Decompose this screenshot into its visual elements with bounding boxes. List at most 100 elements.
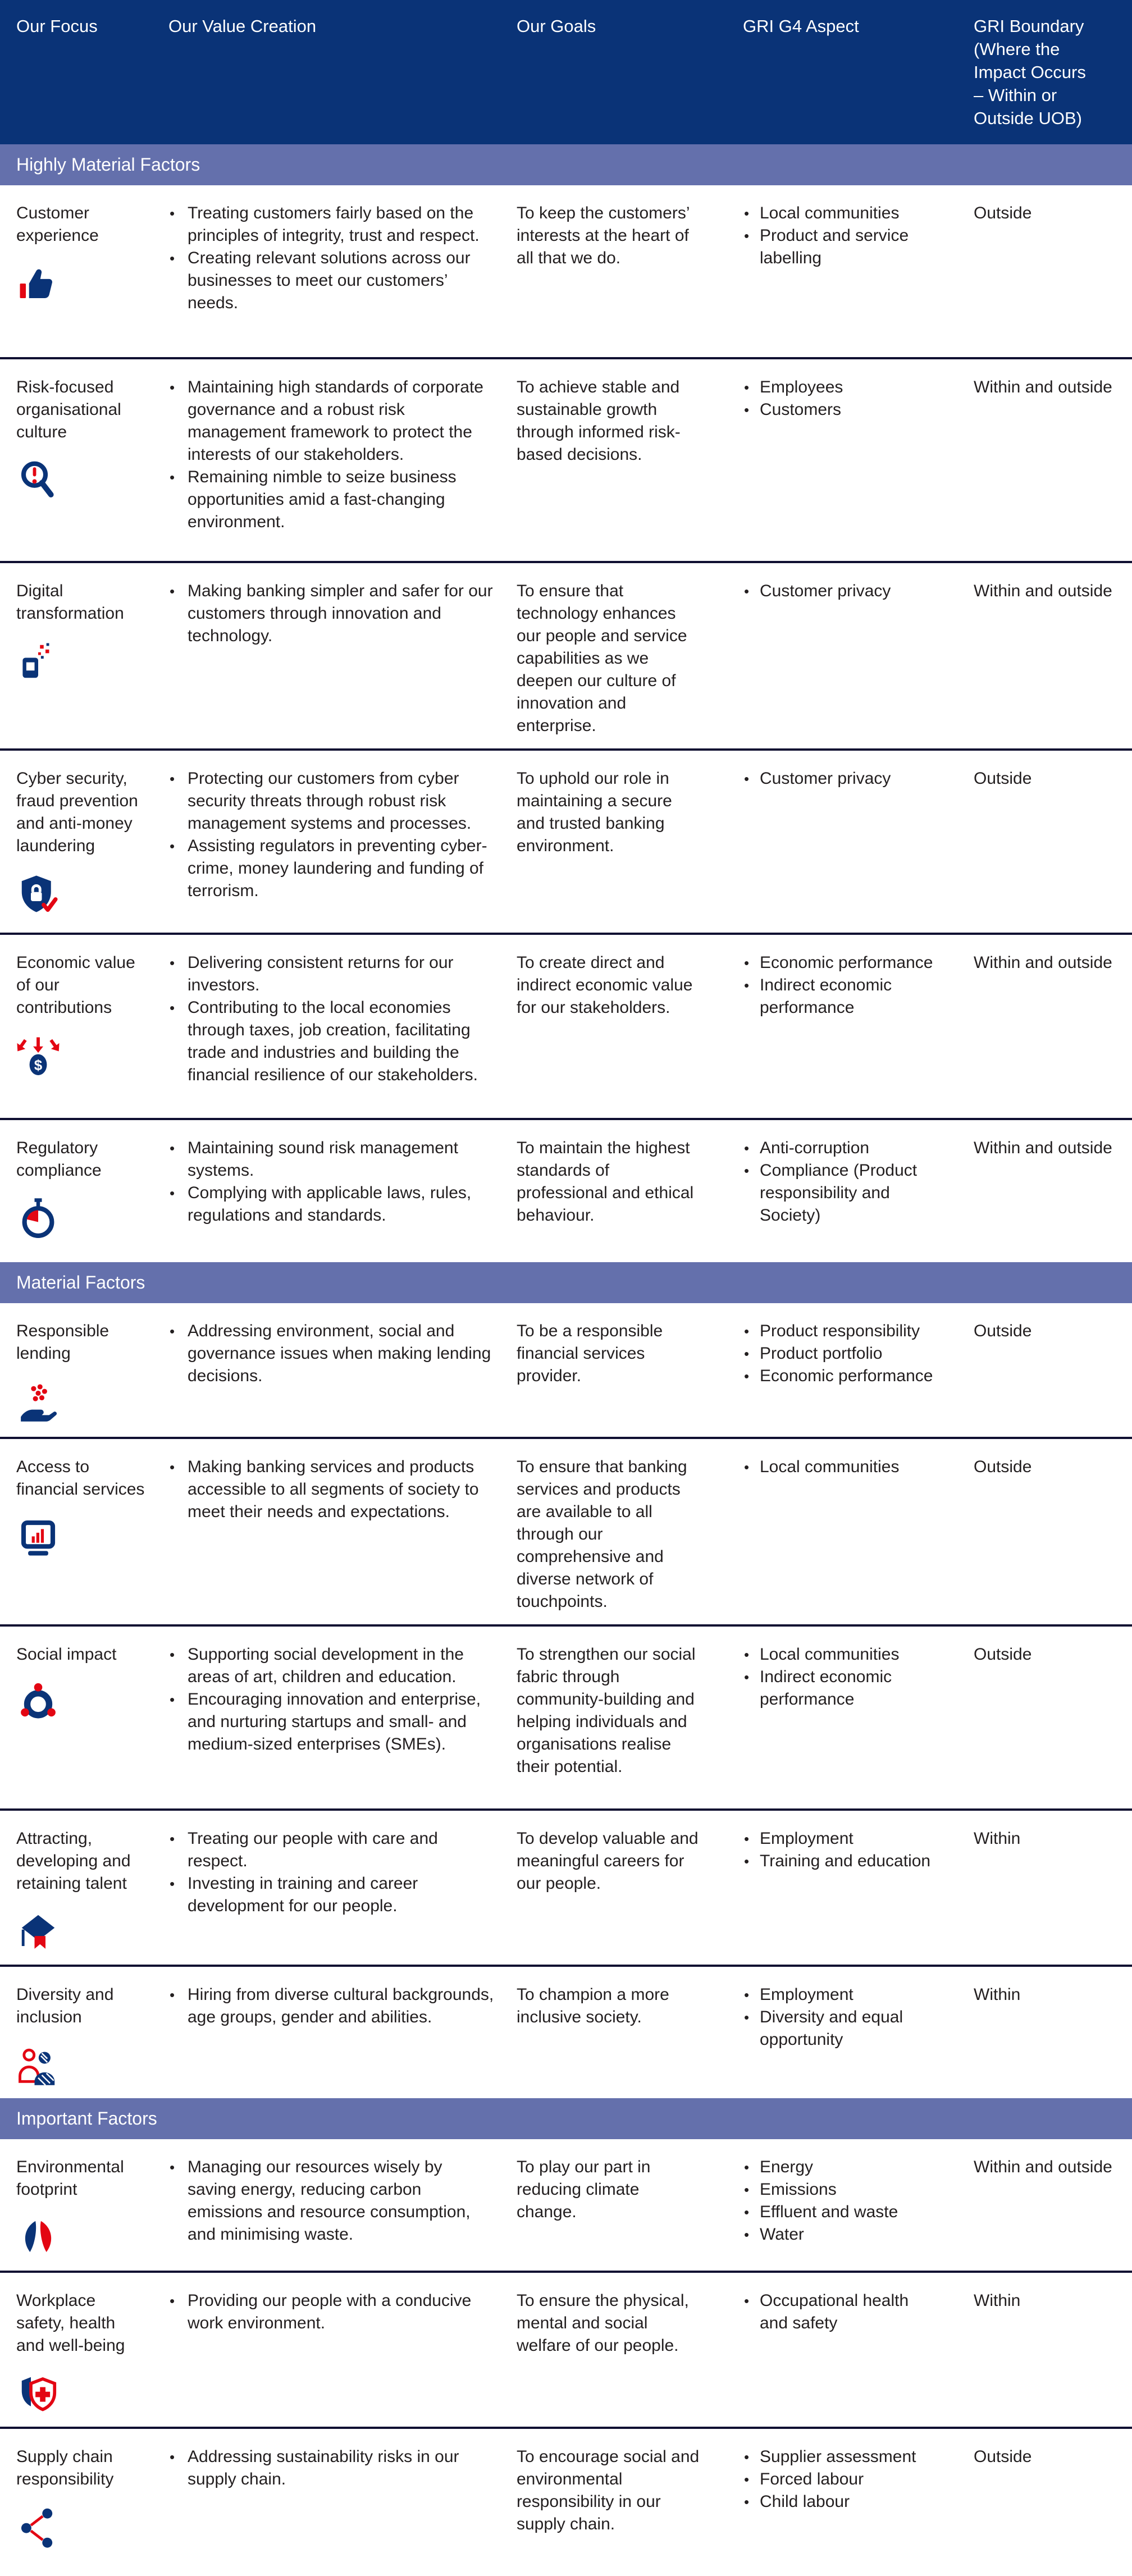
boundary-cell: Within and outside bbox=[974, 582, 1112, 600]
boundary-cell: Within and outside bbox=[974, 2158, 1112, 2176]
dollar-arrows-icon: $ bbox=[16, 1034, 146, 1077]
digital-banking-icon bbox=[16, 640, 146, 683]
section-band-important: Important Factors bbox=[0, 2098, 1132, 2139]
gri-aspect-item: Training and education bbox=[743, 1850, 934, 1872]
thumbs-up-icon bbox=[16, 262, 146, 305]
boundary-cell: Outside bbox=[974, 1458, 1032, 1476]
value-creation-item: Providing our people with a conducive wo… bbox=[168, 2290, 494, 2335]
gri-aspect-item: Economic performance bbox=[743, 952, 934, 974]
row-focus-label: Social impact bbox=[16, 1645, 117, 1664]
value-creation-cell: Maintaining high standards of corporate … bbox=[168, 376, 517, 550]
goals-cell: To champion a more inclusive society. bbox=[517, 1985, 669, 2026]
gri-aspect-item: Emissions bbox=[743, 2178, 934, 2201]
value-creation-item: Encouraging innovation and enterprise, a… bbox=[168, 1688, 494, 1756]
gri-aspect-item: Economic performance bbox=[743, 1365, 934, 1387]
gri-aspect-item: Compliance (Product responsibility and S… bbox=[743, 1159, 934, 1227]
boundary-cell: Within bbox=[974, 2291, 1021, 2310]
table-row: Digital transformation Making banking si… bbox=[0, 561, 1132, 748]
table-row: Diversity and inclusion Hiring from dive… bbox=[0, 1965, 1132, 2098]
row-focus-label: Economic value of our contributions bbox=[16, 953, 135, 1017]
shield-lock-icon bbox=[16, 872, 146, 916]
monitor-chart-icon bbox=[16, 1515, 146, 1559]
value-creation-item: Protecting our customers from cyber secu… bbox=[168, 768, 494, 835]
boundary-cell: Outside bbox=[974, 1322, 1032, 1340]
goals-cell: To be a responsible financial services p… bbox=[517, 1322, 663, 1385]
focus-cell: Social impact bbox=[16, 1643, 168, 1797]
gri-aspect-cell: Employment Diversity and equal opportuni… bbox=[743, 1984, 974, 2087]
value-creation-item: Maintaining high standards of corporate … bbox=[168, 376, 494, 466]
gri-aspect-cell: Supplier assessment Forced labour Child … bbox=[743, 2446, 974, 2565]
table-row: Workplace safety, health and well-being … bbox=[0, 2271, 1132, 2427]
row-focus-label: Customer experience bbox=[16, 204, 99, 245]
focus-cell: Regulatory compliance bbox=[16, 1137, 168, 1251]
gri-aspect-cell: Occupational health and safety bbox=[743, 2290, 974, 2415]
table-header: Our Focus Our Value Creation Our Goals G… bbox=[0, 0, 1132, 144]
gri-aspect-item: Child labour bbox=[743, 2491, 934, 2513]
value-creation-cell: Making banking services and products acc… bbox=[168, 1456, 517, 1613]
value-creation-cell: Delivering consistent returns for our in… bbox=[168, 952, 517, 1107]
table-row: Cyber security, fraud prevention and ant… bbox=[0, 748, 1132, 933]
value-creation-cell: Making banking simpler and safer for our… bbox=[168, 580, 517, 737]
gri-aspect-item: Occupational health and safety bbox=[743, 2290, 934, 2335]
goals-cell: To ensure the physical, mental and socia… bbox=[517, 2291, 689, 2355]
focus-cell: Diversity and inclusion bbox=[16, 1984, 168, 2087]
gri-aspect-item: Local communities bbox=[743, 1456, 934, 1478]
goals-cell: To ensure that banking services and prod… bbox=[517, 1458, 687, 1611]
magnifier-alert-icon bbox=[16, 458, 146, 502]
row-focus-label: Digital transformation bbox=[16, 582, 124, 623]
boundary-cell: Within and outside bbox=[974, 1139, 1112, 1157]
gri-aspect-item: Employment bbox=[743, 1984, 934, 2006]
row-focus-label: Supply chain responsibility bbox=[16, 2447, 114, 2488]
focus-cell: Economic value of our contributions $ bbox=[16, 952, 168, 1107]
row-focus-label: Diversity and inclusion bbox=[16, 1985, 114, 2026]
value-creation-item: Remaining nimble to seize business oppor… bbox=[168, 466, 494, 533]
gri-aspect-cell: Energy Emissions Effluent and waste Wate… bbox=[743, 2156, 974, 2259]
gri-aspect-item: Supplier assessment bbox=[743, 2446, 934, 2468]
value-creation-item: Treating our people with care and respec… bbox=[168, 1828, 494, 1872]
table-row: Responsible lending Addressing environme… bbox=[0, 1303, 1132, 1437]
focus-cell: Digital transformation bbox=[16, 580, 168, 737]
value-creation-item: Contributing to the local economies thro… bbox=[168, 997, 494, 1086]
focus-cell: Attracting, developing and retaining tal… bbox=[16, 1828, 168, 1953]
gri-aspect-cell: Customer privacy bbox=[743, 580, 974, 737]
gri-aspect-item: Product responsibility bbox=[743, 1320, 934, 1342]
gri-aspect-item: Product portfolio bbox=[743, 1342, 934, 1365]
value-creation-item: Managing our resources wisely by saving … bbox=[168, 2156, 494, 2246]
value-creation-item: Addressing environment, social and gover… bbox=[168, 1320, 494, 1387]
section-material: Responsible lending Addressing environme… bbox=[0, 1303, 1132, 2098]
column-header-our-goals: Our Goals bbox=[517, 16, 596, 36]
boundary-cell: Outside bbox=[974, 204, 1032, 222]
goals-cell: To encourage social and environmental re… bbox=[517, 2447, 700, 2533]
focus-cell: Access to financial services bbox=[16, 1456, 168, 1613]
focus-cell: Customer experience bbox=[16, 202, 168, 346]
column-header-gri-boundary: GRI Boundary (Where the Impact Occurs – … bbox=[974, 16, 1086, 128]
row-focus-label: Responsible lending bbox=[16, 1322, 109, 1363]
gri-aspect-cell: Economic performance Indirect economic p… bbox=[743, 952, 974, 1107]
value-creation-item: Assisting regulators in preventing cyber… bbox=[168, 835, 494, 902]
goals-cell: To maintain the highest standards of pro… bbox=[517, 1139, 694, 1225]
value-creation-item: Complying with applicable laws, rules, r… bbox=[168, 1182, 494, 1227]
value-creation-item: Supporting social development in the are… bbox=[168, 1643, 494, 1688]
table-row: Access to financial services Making bank… bbox=[0, 1437, 1132, 1624]
svg-text:$: $ bbox=[34, 1057, 43, 1074]
graduation-cap-icon bbox=[16, 1910, 146, 1953]
column-header-our-value-creation: Our Value Creation bbox=[168, 16, 317, 36]
section-band-material: Material Factors bbox=[0, 1262, 1132, 1303]
value-creation-item: Addressing sustainability risks in our s… bbox=[168, 2446, 494, 2491]
value-creation-item: Investing in training and career develop… bbox=[168, 1872, 494, 1917]
value-creation-cell: Treating customers fairly based on the p… bbox=[168, 202, 517, 346]
gri-aspect-cell: Anti-corruption Compliance (Product resp… bbox=[743, 1137, 974, 1251]
value-creation-cell: Managing our resources wisely by saving … bbox=[168, 2156, 517, 2259]
value-creation-cell: Addressing sustainability risks in our s… bbox=[168, 2446, 517, 2565]
community-circle-icon bbox=[16, 1680, 146, 1724]
table-row: Regulatory compliance Maintaining sound … bbox=[0, 1118, 1132, 1262]
focus-cell: Supply chain responsibility bbox=[16, 2446, 168, 2565]
section-important: Environmental footprint Managing our res… bbox=[0, 2139, 1132, 2576]
gri-aspect-cell: Product responsibility Product portfolio… bbox=[743, 1320, 974, 1426]
focus-cell: Risk-focused organisational culture bbox=[16, 376, 168, 550]
focus-cell: Environmental footprint bbox=[16, 2156, 168, 2259]
table-row: Risk-focused organisational culture Main… bbox=[0, 357, 1132, 561]
value-creation-cell: Providing our people with a conducive wo… bbox=[168, 2290, 517, 2415]
table-row: Attracting, developing and retaining tal… bbox=[0, 1808, 1132, 1965]
leaves-icon bbox=[16, 2216, 146, 2259]
